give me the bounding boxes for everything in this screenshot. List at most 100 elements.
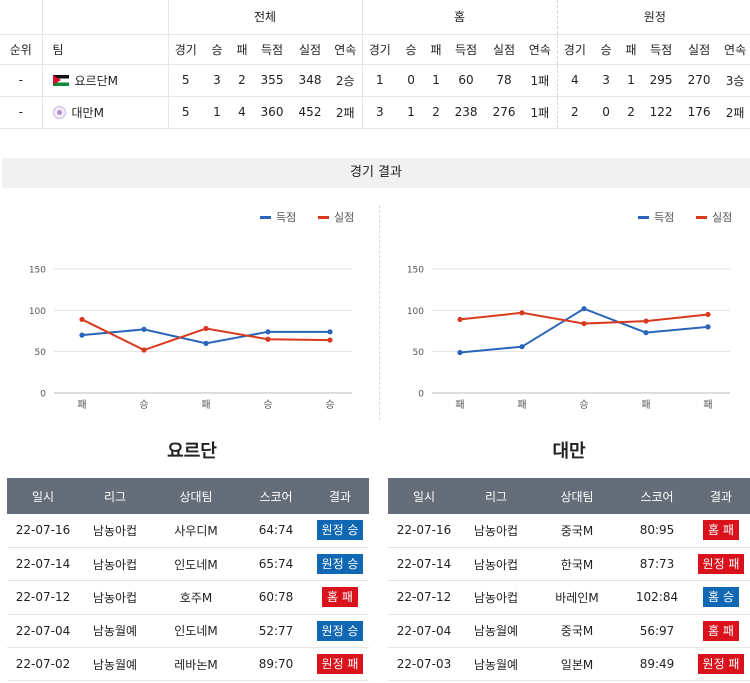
stat-cell-total: 360 bbox=[253, 96, 291, 129]
result-date: 22-07-12 bbox=[388, 580, 460, 615]
x-tick-label: 승 bbox=[139, 399, 148, 411]
legend-label: 실점 bbox=[712, 211, 732, 224]
team-cell[interactable]: 요르단M bbox=[41, 64, 168, 97]
results-header-row: 일시 리그 상대팀 스코어 결과 bbox=[7, 478, 369, 514]
chart-jordan-svg: 득점 실점 0 50 100 150 패 승 패 승 승 bbox=[29, 211, 354, 411]
data-point bbox=[141, 347, 147, 353]
team-cell[interactable]: 대만M bbox=[41, 96, 168, 129]
legend-label: 실점 bbox=[334, 211, 354, 224]
result-score: 52:77 bbox=[241, 614, 311, 649]
stat-cell-home: 2 bbox=[425, 96, 448, 129]
results-table-taipei: 일시 리그 상대팀 스코어 결과 22-07-16 남농아컵 중국M 80:95 홈 패 22-07… bbox=[388, 478, 750, 682]
team-name: 요르단M bbox=[74, 73, 118, 88]
result-opp: 사우디M bbox=[151, 514, 241, 548]
stat-header: 실점 bbox=[291, 33, 329, 65]
result-opp: 인도네M bbox=[151, 614, 241, 649]
stat-header: 승 bbox=[397, 33, 426, 65]
result-date: 22-07-03 bbox=[388, 647, 460, 682]
result-date: 22-07-16 bbox=[388, 514, 460, 548]
stat-cell-total: 4 bbox=[231, 96, 253, 129]
result-badge: 원정 패 bbox=[316, 654, 364, 675]
stat-header: 득점 bbox=[253, 33, 291, 65]
data-point bbox=[203, 325, 209, 332]
result-opp: 중국M bbox=[532, 514, 622, 548]
data-point bbox=[265, 329, 271, 335]
stat-cell-total: 2패 bbox=[329, 96, 363, 129]
result-league: 남농아컵 bbox=[79, 514, 151, 548]
legend-swatch bbox=[260, 216, 271, 219]
x-tick-label: 패 bbox=[77, 399, 86, 411]
results-header-cell: 스코어 bbox=[241, 478, 311, 514]
result-badge: 원정 패 bbox=[697, 654, 745, 675]
data-point bbox=[519, 310, 525, 316]
results-header-cell: 상대팀 bbox=[151, 478, 241, 514]
rank-cell: - bbox=[0, 96, 42, 129]
results-header-cell: 리그 bbox=[460, 478, 532, 514]
results-row: 22-07-02 남농월예 레바논M 89:70 원정 패 bbox=[7, 647, 369, 682]
result-badge: 홈 승 bbox=[703, 587, 739, 608]
stat-header: 득점 bbox=[447, 33, 486, 65]
stat-cell-home: 1패 bbox=[523, 64, 558, 97]
result-score: 65:74 bbox=[241, 547, 311, 582]
stat-cell-home: 1 bbox=[361, 64, 398, 97]
data-point bbox=[643, 330, 649, 336]
results-row: 22-07-12 남농아컵 호주M 60:78 홈 패 bbox=[7, 580, 369, 615]
result-cell: 홈 승 bbox=[692, 580, 750, 615]
result-score: 56:97 bbox=[622, 614, 692, 649]
result-badge: 원정 패 bbox=[697, 554, 745, 575]
result-opp: 레바논M bbox=[151, 647, 241, 682]
stat-header: 승 bbox=[592, 33, 621, 65]
result-opp: 일본M bbox=[532, 647, 622, 682]
data-point bbox=[79, 332, 85, 338]
stat-cell-total: 355 bbox=[253, 64, 291, 97]
result-opp: 중국M bbox=[532, 614, 622, 649]
standings-row: - 대만M 5 1 4 360 452 2패 3 1 2 238 276 1패 2 0 2 122 176 2패 bbox=[0, 96, 750, 129]
stat-header: 승 bbox=[203, 33, 231, 65]
group-header-total: 전체 bbox=[167, 0, 363, 34]
stat-cell-away: 4 bbox=[556, 64, 593, 97]
x-tick-label: 승 bbox=[325, 399, 334, 411]
legend-label: 득점 bbox=[654, 211, 674, 224]
data-point bbox=[327, 329, 333, 335]
stat-cell-away: 270 bbox=[680, 64, 719, 97]
data-point bbox=[265, 336, 271, 342]
result-date: 22-07-04 bbox=[7, 614, 79, 649]
y-tick-label: 150 bbox=[407, 266, 424, 276]
stat-cell-home: 60 bbox=[447, 64, 486, 97]
results-header-cell: 결과 bbox=[692, 478, 750, 514]
stat-header: 연속 bbox=[718, 33, 750, 65]
data-point bbox=[581, 306, 587, 312]
results-header-cell: 리그 bbox=[79, 478, 151, 514]
result-cell: 원정 패 bbox=[311, 647, 369, 682]
team-header: 팀 bbox=[41, 33, 168, 65]
results-row: 22-07-04 남농월예 인도네M 52:77 원정 승 bbox=[7, 614, 369, 649]
group-header-away: 원정 bbox=[556, 0, 750, 34]
result-badge: 원정 승 bbox=[316, 520, 364, 541]
data-point bbox=[519, 344, 525, 350]
stat-cell-total: 5 bbox=[167, 96, 203, 129]
stat-header: 패 bbox=[620, 33, 643, 65]
result-score: 89:49 bbox=[622, 647, 692, 682]
result-badge: 홈 패 bbox=[703, 520, 739, 541]
rank-header: 순위 bbox=[0, 33, 42, 65]
stat-cell-home: 1패 bbox=[523, 96, 558, 129]
stat-cell-away: 122 bbox=[642, 96, 681, 129]
section-title: 경기 결과 bbox=[2, 158, 750, 188]
x-tick-label: 패 bbox=[201, 399, 210, 411]
result-league: 남농아컵 bbox=[460, 514, 532, 548]
result-cell: 홈 패 bbox=[311, 580, 369, 615]
result-score: 60:78 bbox=[241, 580, 311, 615]
result-league: 남농월예 bbox=[460, 647, 532, 682]
rank-cell: - bbox=[0, 64, 42, 97]
stat-cell-away: 3승 bbox=[718, 64, 750, 97]
x-tick-label: 패 bbox=[517, 399, 526, 411]
data-point bbox=[327, 337, 333, 343]
stat-cell-home: 0 bbox=[397, 64, 426, 97]
results-row: 22-07-04 남농월예 중국M 56:97 홈 패 bbox=[388, 614, 750, 649]
results-header-cell: 결과 bbox=[311, 478, 369, 514]
team-title-taipei: 대만 bbox=[552, 441, 586, 462]
result-date: 22-07-16 bbox=[7, 514, 79, 548]
y-tick-label: 150 bbox=[29, 266, 46, 276]
team-title-jordan: 요르단 bbox=[167, 441, 217, 462]
result-score: 80:95 bbox=[622, 514, 692, 548]
